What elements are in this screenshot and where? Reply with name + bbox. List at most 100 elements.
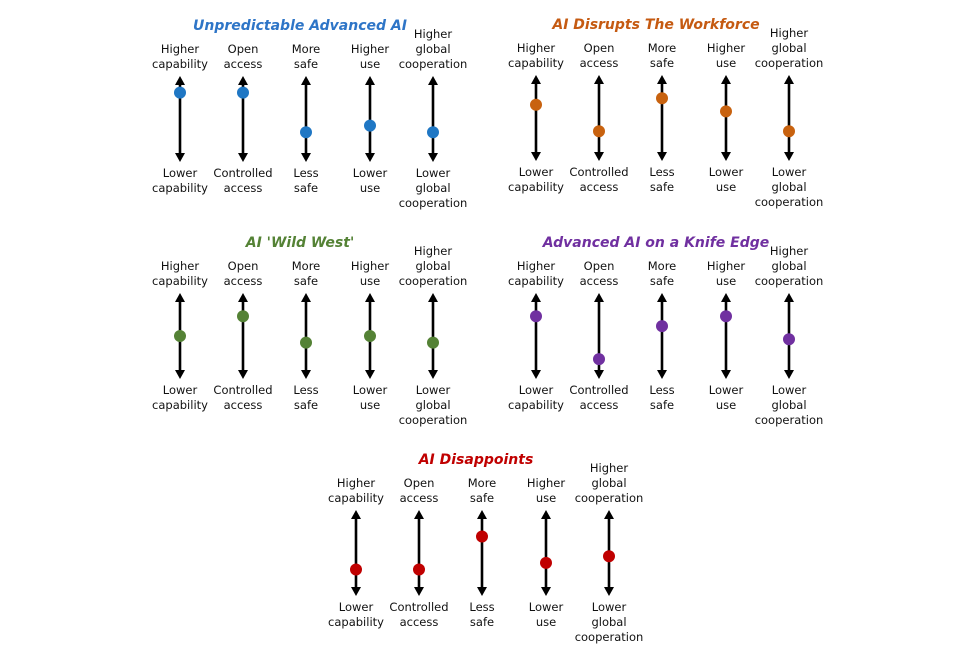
- arrow-up-head: [477, 510, 487, 519]
- axis-bottom-label: Controlled access: [379, 600, 459, 630]
- axis-bottom-label-line: Lower: [352, 383, 388, 397]
- axis-bottom-label-line: access: [579, 398, 619, 412]
- arrow-down-head: [604, 587, 614, 596]
- axis-top-label-line: safe: [293, 57, 319, 71]
- arrow-down-head: [351, 587, 361, 596]
- arrow-down-head: [721, 370, 731, 379]
- axis-top-label: More safe: [442, 476, 522, 506]
- axis-safety: More safe Less safe: [266, 40, 346, 210]
- axis-global-cooperation: Higher global cooperation Lower global cooper…: [393, 27, 473, 210]
- level-marker: [364, 330, 376, 342]
- scenario-unpredictable-advanced-ai: Unpredictable Advanced AI Higher capabilit…: [140, 16, 467, 210]
- axis-top-label: Higher use: [330, 259, 410, 289]
- axis-top-label-line: cooperation: [398, 57, 468, 71]
- arrow-down-head: [594, 152, 604, 161]
- double-arrow-icon: [364, 76, 376, 162]
- axis-top-label-line: Higher: [160, 42, 200, 56]
- axis-top-label-line: global: [415, 259, 451, 273]
- axis-bottom-label-line: use: [359, 181, 381, 195]
- double-arrow-icon: [720, 293, 732, 379]
- axis-bottom-label: Lower use: [330, 166, 410, 196]
- axis-top-label-line: use: [535, 491, 557, 505]
- axis-top-label-line: Higher: [413, 27, 453, 41]
- axis-bottom-label: Less safe: [442, 600, 522, 630]
- axis-top-label: Open access: [203, 259, 283, 289]
- axis-top-label-line: cooperation: [754, 56, 824, 70]
- level-marker: [720, 310, 732, 323]
- arrow-up-head: [531, 293, 541, 302]
- arrow-down-head: [175, 370, 185, 379]
- level-marker: [720, 105, 732, 118]
- axis-bottom-label-line: access: [579, 180, 619, 194]
- double-arrow-icon: [530, 293, 542, 379]
- arrow-up-head: [594, 75, 604, 84]
- scenario-ai-disrupts-the-workforce: AI Disrupts The Workforce Higher capabilit…: [496, 15, 823, 209]
- axis-bottom-label-line: Lower: [162, 383, 198, 397]
- arrow-down-head: [721, 152, 731, 161]
- axis-bottom-label-line: use: [535, 615, 557, 629]
- axis-top-label-line: Higher: [769, 26, 809, 40]
- level-marker: [174, 86, 186, 99]
- axis-use: Higher use Lower use: [686, 257, 766, 427]
- level-marker: [783, 125, 795, 138]
- axis-bottom-label: Lower global cooperation: [749, 165, 829, 210]
- axis-access: Open access Controlled access: [203, 40, 283, 210]
- axis-top-label-line: access: [223, 274, 263, 288]
- axis-top-label: Higher global cooperation: [749, 26, 829, 71]
- axis-top-label-line: More: [291, 42, 321, 56]
- arrow-down-head: [428, 153, 438, 162]
- axis-top-label-line: capability: [508, 56, 564, 70]
- axis-top-label: Higher global cooperation: [393, 244, 473, 289]
- axis-top-label-line: use: [359, 57, 381, 71]
- axis-top-label-line: Higher: [413, 244, 453, 258]
- axis-bottom-label-line: Lower: [415, 166, 451, 180]
- double-arrow-icon: [720, 75, 732, 161]
- arrow-down-head: [594, 370, 604, 379]
- axis-top-label: More safe: [266, 259, 346, 289]
- axis-bottom-label-line: Lower: [518, 383, 554, 397]
- double-arrow-icon: [783, 293, 795, 379]
- axis-bottom-label-line: safe: [293, 398, 319, 412]
- axis-bottom-label-line: capability: [508, 180, 564, 194]
- arrow-up-head: [784, 293, 794, 302]
- axis-top-label: Open access: [559, 41, 639, 71]
- double-arrow-icon: [593, 293, 605, 379]
- axis-top-label: Higher use: [686, 259, 766, 289]
- axis-bottom-label-line: access: [223, 181, 263, 195]
- axis-top-label-line: safe: [469, 491, 495, 505]
- axis-top-label-line: global: [771, 259, 807, 273]
- arrow-down-head: [657, 152, 667, 161]
- level-marker: [300, 126, 312, 139]
- arrow-up-head: [721, 75, 731, 84]
- arrow-down-head: [657, 370, 667, 379]
- arrow-up-head: [657, 293, 667, 302]
- level-marker: [237, 310, 249, 323]
- arrow-down-head: [428, 370, 438, 379]
- arrow-up-head: [238, 293, 248, 302]
- axis-top-label-line: Open: [227, 259, 259, 273]
- axis-bottom-label: Controlled access: [559, 383, 639, 413]
- arrow-down-head: [784, 152, 794, 161]
- axis-top-label-line: access: [223, 57, 263, 71]
- double-arrow-icon: [413, 510, 425, 596]
- axis-safety: More safe Less safe: [442, 474, 522, 644]
- axis-top-label-line: access: [579, 274, 619, 288]
- axis-bottom-label: Lower use: [506, 600, 586, 630]
- axis-top-label: Higher global cooperation: [393, 27, 473, 72]
- axis-use: Higher use Lower use: [506, 474, 586, 644]
- double-arrow-icon: [540, 510, 552, 596]
- axis-top-label-line: access: [399, 491, 439, 505]
- arrow-down-head: [238, 153, 248, 162]
- axis-top-label: Higher global cooperation: [749, 244, 829, 289]
- axis-top-label-line: Higher: [516, 41, 556, 55]
- axis-top-label: Higher capability: [140, 259, 220, 289]
- axis-bottom-label-line: access: [399, 615, 439, 629]
- axis-bottom-label-line: safe: [649, 180, 675, 194]
- axis-bottom-label-line: Controlled: [389, 600, 449, 614]
- axis-bottom-label-line: Less: [649, 165, 675, 179]
- axis-top-label: Higher capability: [496, 259, 576, 289]
- level-marker: [540, 556, 552, 569]
- axis-bottom-label-line: safe: [293, 181, 319, 195]
- level-marker: [656, 92, 668, 105]
- axis-bottom-label-line: cooperation: [574, 630, 644, 644]
